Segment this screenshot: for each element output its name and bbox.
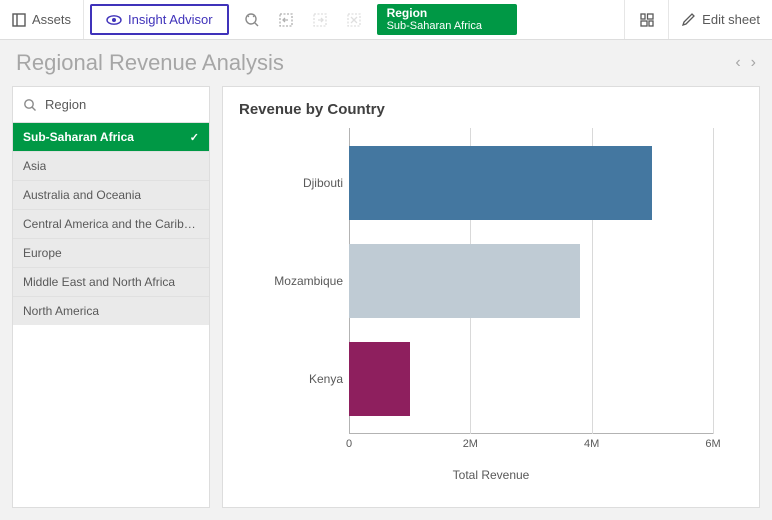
assets-button[interactable]: Assets <box>0 0 84 39</box>
dashboard-header: Regional Revenue Analysis ‹ › <box>0 40 772 82</box>
x-tick-label: 2M <box>463 438 478 450</box>
filter-header[interactable]: Region <box>13 87 209 122</box>
filter-item-label: Central America and the Carib… <box>23 217 196 231</box>
x-axis-title: Total Revenue <box>453 468 530 482</box>
smart-search-button[interactable] <box>235 0 269 39</box>
filter-pane: Region Sub-Saharan Africa ✓ Asia Australia … <box>12 86 210 508</box>
chart-bar[interactable] <box>349 244 580 318</box>
gridline <box>713 128 714 434</box>
chart-bar[interactable] <box>349 146 652 220</box>
chart-title: Revenue by Country <box>239 101 743 118</box>
edit-sheet-button[interactable]: Edit sheet <box>668 0 772 39</box>
x-axis-line <box>349 433 713 434</box>
chart-plot <box>349 128 713 434</box>
insight-icon <box>106 12 122 28</box>
filter-item-label: Europe <box>23 246 62 260</box>
filter-item-label: Australia and Oceania <box>23 188 141 202</box>
assets-label: Assets <box>32 12 71 27</box>
pencil-icon <box>681 12 696 27</box>
filter-item[interactable]: Sub-Saharan Africa ✓ <box>13 122 209 151</box>
filter-list: Sub-Saharan Africa ✓ Asia Australia and Oce… <box>13 122 209 325</box>
top-toolbar: Assets Insight Advisor Region Sub-Sahara… <box>0 0 772 40</box>
selection-pill[interactable]: Region Sub-Saharan Africa <box>377 4 517 35</box>
step-forward-button[interactable] <box>303 0 337 39</box>
x-tick-label: 0 <box>346 438 352 450</box>
filter-item[interactable]: Asia <box>13 151 209 180</box>
y-category-label: Kenya <box>309 372 343 386</box>
next-sheet-button[interactable]: › <box>751 54 756 72</box>
edit-sheet-label: Edit sheet <box>702 12 760 27</box>
y-category-label: Djibouti <box>303 176 343 190</box>
chart-area: Total Revenue 0 2M 4M 6M Djibouti Mozambique K… <box>239 128 743 488</box>
search-icon <box>23 98 37 112</box>
assets-icon <box>12 13 26 27</box>
filter-item[interactable]: Middle East and North Africa <box>13 267 209 296</box>
page-title: Regional Revenue Analysis <box>16 50 284 76</box>
step-back-button[interactable] <box>269 0 303 39</box>
clear-all-button[interactable] <box>337 0 371 39</box>
x-tick-label: 4M <box>584 438 599 450</box>
filter-item-label: North America <box>23 304 99 318</box>
filter-item[interactable]: Australia and Oceania <box>13 180 209 209</box>
filter-item[interactable]: Europe <box>13 238 209 267</box>
chart-bar[interactable] <box>349 342 410 416</box>
filter-item[interactable]: Central America and the Carib… <box>13 209 209 238</box>
chart-panel: Revenue by Country Total Revenue 0 2M 4M 6M… <box>222 86 760 508</box>
x-tick-label: 6M <box>705 438 720 450</box>
filter-item-label: Sub-Saharan Africa <box>23 130 134 144</box>
check-icon: ✓ <box>190 131 199 144</box>
y-category-label: Mozambique <box>274 274 343 288</box>
selection-field: Region <box>387 6 507 20</box>
insight-label: Insight Advisor <box>128 12 213 27</box>
filter-field-name: Region <box>45 97 86 112</box>
filter-item[interactable]: North America <box>13 296 209 325</box>
bookmarks-button[interactable] <box>624 0 668 39</box>
filter-item-label: Asia <box>23 159 46 173</box>
prev-sheet-button[interactable]: ‹ <box>735 54 740 72</box>
filter-item-label: Middle East and North Africa <box>23 275 175 289</box>
selection-value: Sub-Saharan Africa <box>387 20 507 33</box>
insight-advisor-button[interactable]: Insight Advisor <box>90 4 229 35</box>
